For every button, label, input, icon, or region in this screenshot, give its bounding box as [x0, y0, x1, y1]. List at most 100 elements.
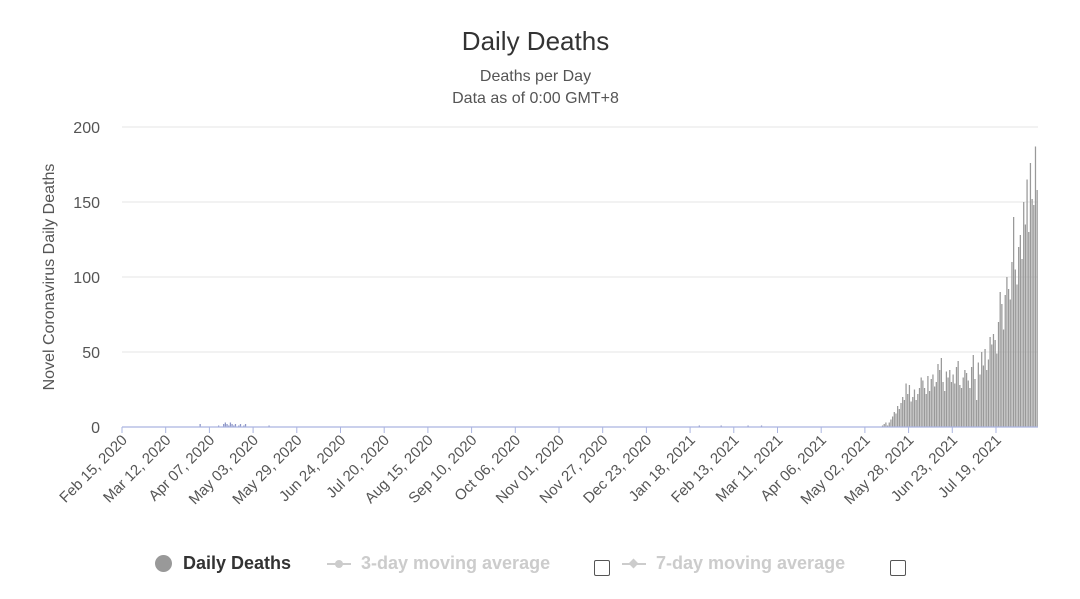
bar[interactable] [957, 361, 959, 427]
bar[interactable] [954, 383, 956, 428]
bar[interactable] [987, 359, 990, 428]
bar[interactable] [930, 379, 932, 427]
bar[interactable] [891, 416, 894, 428]
bar[interactable] [942, 382, 944, 427]
bar[interactable] [231, 424, 233, 427]
bar[interactable] [944, 391, 946, 427]
bar[interactable] [1018, 247, 1020, 427]
bar[interactable] [932, 374, 934, 428]
bar[interactable] [1031, 199, 1033, 427]
bar[interactable] [1001, 304, 1003, 427]
bar[interactable] [881, 425, 884, 428]
bar[interactable] [1019, 235, 1021, 427]
legend-item-daily-deaths[interactable]: Daily Deaths [155, 553, 291, 574]
bar[interactable] [895, 413, 897, 428]
bar[interactable] [905, 383, 907, 428]
bar[interactable] [903, 400, 906, 427]
bar[interactable] [950, 382, 953, 427]
bar[interactable] [1014, 269, 1016, 428]
bar[interactable] [238, 425, 240, 428]
bar[interactable] [747, 425, 749, 428]
bar[interactable] [991, 344, 993, 428]
bar[interactable] [962, 377, 964, 428]
bar[interactable] [243, 425, 245, 428]
bar[interactable] [992, 334, 995, 427]
bar[interactable] [228, 425, 230, 428]
bar[interactable] [913, 389, 916, 428]
3-day-average-checkbox[interactable] [594, 560, 610, 576]
bar[interactable] [984, 349, 986, 427]
bar[interactable] [945, 371, 948, 428]
bar[interactable] [947, 377, 949, 428]
bar[interactable] [964, 370, 966, 427]
bar[interactable] [244, 424, 247, 427]
bar[interactable] [1029, 163, 1032, 427]
bar[interactable] [1033, 205, 1035, 427]
bar[interactable] [959, 385, 961, 427]
bar[interactable] [1016, 284, 1018, 428]
bar[interactable] [928, 391, 931, 427]
bar[interactable] [979, 374, 981, 428]
bar[interactable] [1012, 217, 1015, 427]
legend-item-3-day-average[interactable]: 3-day moving average [327, 553, 550, 574]
bar[interactable] [960, 388, 963, 427]
bar[interactable] [1028, 232, 1030, 427]
bar[interactable] [982, 365, 985, 428]
bar[interactable] [1023, 202, 1025, 427]
bar[interactable] [986, 370, 988, 427]
bar[interactable] [989, 337, 991, 427]
bar[interactable] [1021, 259, 1023, 427]
bar[interactable] [900, 403, 902, 427]
bar[interactable] [199, 424, 201, 427]
bar[interactable] [939, 370, 941, 427]
bar[interactable] [218, 425, 220, 428]
bar[interactable] [1036, 190, 1038, 427]
bar[interactable] [239, 424, 242, 427]
bar[interactable] [912, 397, 914, 427]
bar[interactable] [969, 388, 971, 427]
bar[interactable] [955, 367, 958, 427]
bar[interactable] [893, 412, 895, 427]
bar[interactable] [1006, 277, 1008, 427]
bar[interactable] [1007, 289, 1010, 427]
bar[interactable] [1011, 262, 1013, 427]
bar[interactable] [907, 394, 909, 427]
bar[interactable] [981, 352, 983, 427]
bar[interactable] [1002, 329, 1005, 428]
bar[interactable] [1034, 146, 1037, 428]
bar[interactable] [965, 373, 968, 427]
bar[interactable] [908, 385, 911, 427]
bar[interactable] [925, 394, 927, 427]
bar[interactable] [886, 425, 889, 428]
bar[interactable] [952, 374, 954, 428]
bar[interactable] [268, 425, 270, 428]
bar[interactable] [970, 367, 973, 427]
bar[interactable] [974, 379, 976, 427]
bar[interactable] [883, 424, 885, 427]
bar[interactable] [1009, 299, 1011, 428]
bar[interactable] [917, 394, 919, 427]
bar[interactable] [918, 388, 921, 427]
7-day-average-checkbox[interactable] [890, 560, 906, 576]
bar[interactable] [898, 409, 900, 427]
bar[interactable] [224, 422, 226, 428]
bar[interactable] [897, 406, 899, 427]
bar[interactable] [994, 340, 996, 427]
bar[interactable] [920, 377, 922, 428]
bar[interactable] [940, 358, 942, 427]
bar[interactable] [902, 397, 904, 427]
bar[interactable] [1004, 295, 1006, 427]
bar[interactable] [949, 370, 951, 427]
bar[interactable] [977, 362, 979, 428]
bar[interactable] [997, 322, 1000, 427]
bar[interactable] [885, 422, 887, 428]
bar[interactable] [698, 425, 700, 428]
bar[interactable] [890, 419, 892, 428]
bar[interactable] [910, 401, 912, 428]
bar[interactable] [972, 355, 974, 427]
bar[interactable] [760, 425, 763, 428]
bar[interactable] [226, 424, 228, 427]
bar[interactable] [999, 292, 1001, 427]
bar[interactable] [996, 353, 998, 428]
bar[interactable] [976, 400, 978, 427]
